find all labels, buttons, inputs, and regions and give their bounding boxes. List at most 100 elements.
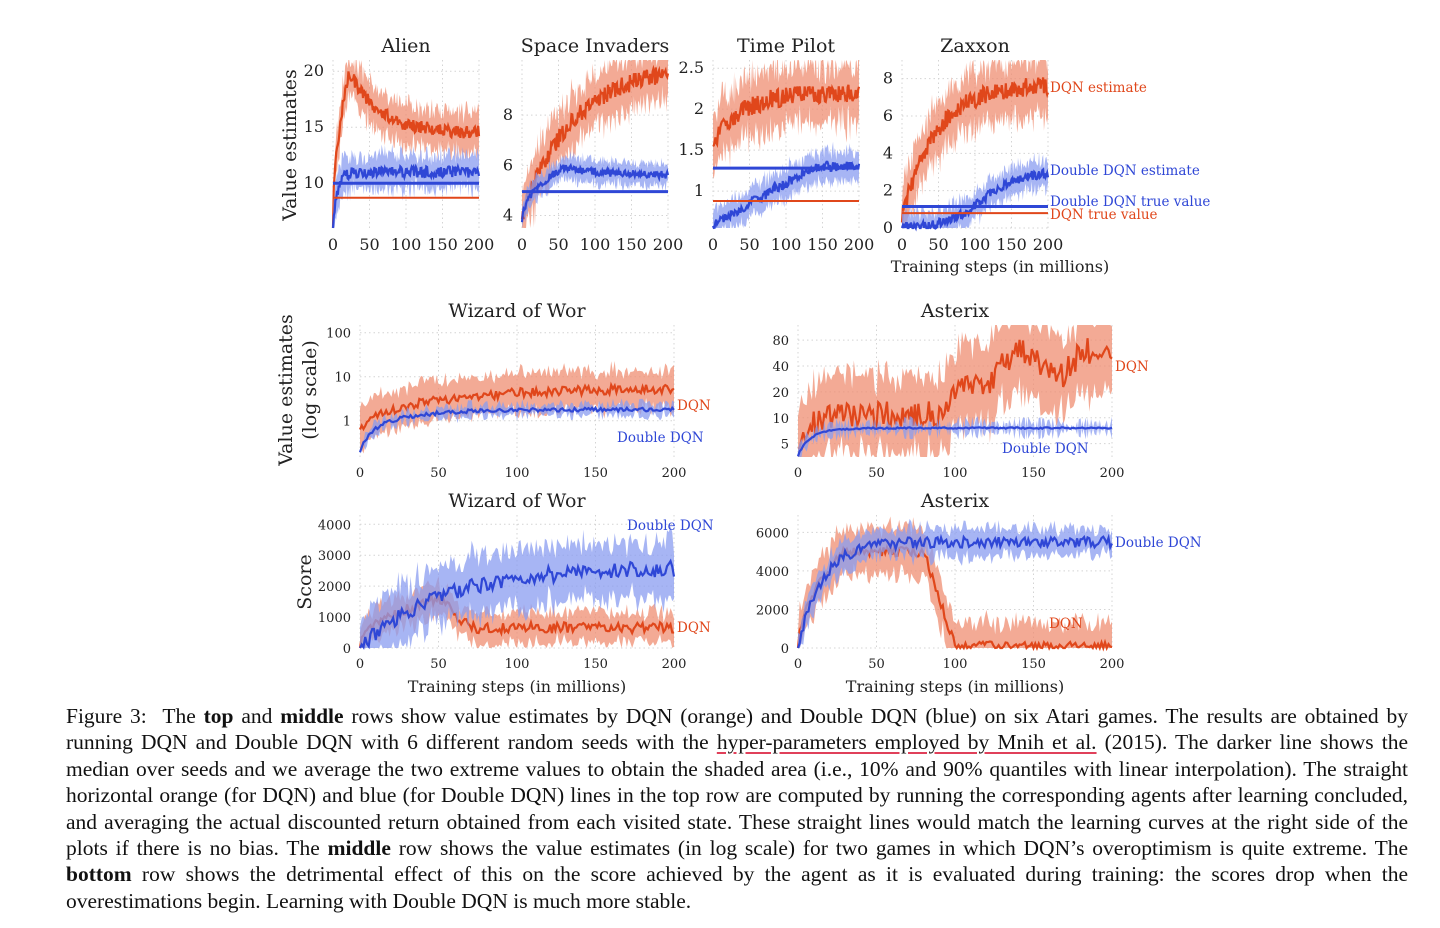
series-dqn [900,77,1050,223]
series-ddqn [900,167,1050,232]
band-ddqn [333,143,479,228]
y-tick-label: 10 [304,173,324,192]
caption-bold-middle: middle [280,704,344,728]
caption-text: row shows the detrimental effect of this… [66,862,1408,913]
y-tick-label: 10 [772,412,789,427]
y-tick-label: 1000 [318,611,351,626]
caption-bold-middle-2: middle [327,836,391,861]
series-label: Double DQN true value [1050,194,1210,210]
chart-title: Time Pilot [737,35,835,57]
chart-asterix_value: Asterix 0 50 100 150 200 5 10 20 40 80 DQN Double DQ… [772,300,1148,481]
band-dqn [522,60,668,228]
x-tick-label: 100 [960,235,991,254]
y-tick-label: 20 [304,61,324,80]
caption-citation-link[interactable]: hyper-parameters employed by Mnih et al. [716,730,1097,755]
series-label: DQN estimate [1050,80,1147,96]
row-label-middle-1: Value estimates [275,314,297,467]
chart-title: Alien [380,35,430,57]
x-tick-label: 200 [662,657,687,672]
series-label: DQN [1049,616,1083,632]
y-tick-label: 4 [883,143,893,162]
y-tick-label: 10 [334,371,351,386]
x-tick-label: 100 [771,235,802,254]
row-label-middle-2: (log scale) [299,340,321,440]
x-tick-label: 0 [517,235,527,254]
y-tick-label: 1.5 [679,140,704,159]
y-tick-label: 0 [883,218,893,237]
x-tick-label: 100 [505,657,530,672]
x-tick-label: 50 [430,466,447,481]
chart-title: Space Invaders [521,35,669,57]
x-tick-label: 100 [943,657,968,672]
x-tick-label: 0 [356,657,364,672]
x-axis-label: Training steps (in millions) [891,257,1109,276]
band-ddqn [798,518,1112,648]
series-ddqn [331,162,481,229]
x-tick-label: 150 [996,235,1027,254]
series-ddqn [796,426,1113,457]
series-dqn [520,64,670,220]
y-tick-label: 2000 [756,603,789,618]
series-dqn [797,338,1113,450]
x-tick-label: 0 [356,466,364,481]
series-label: DQN [1115,359,1149,375]
x-tick-label: 100 [580,235,611,254]
y-tick-label: 0 [343,642,351,657]
band-ddqn [360,526,674,648]
x-tick-label: 150 [807,235,838,254]
x-tick-label: 50 [928,235,948,254]
chart-zaxxon: Zaxxon 0 50 100 150 200 0 2 4 6 8 Training steps (i… [883,35,1211,276]
x-tick-label: 50 [868,466,885,481]
x-tick-label: 150 [1021,657,1046,672]
x-tick-label: 150 [427,235,458,254]
band-ddqn [798,416,1112,457]
chart-space: Space Invaders 0 50 100 150 200 4 6 8 [503,35,683,254]
caption-bold-top: top [203,704,234,728]
x-tick-label: 200 [653,235,684,254]
x-tick-label: 0 [708,235,718,254]
x-tick-label: 100 [943,466,968,481]
series-dqn [358,381,675,432]
x-tick-label: 100 [505,466,530,481]
chart-title: Zaxxon [940,35,1010,57]
y-tick-label: 1 [694,181,704,200]
y-tick-label: 4000 [756,565,789,580]
figure-3: Value estimates Value estimates (log sca… [275,35,1211,696]
y-tick-label: 4000 [318,518,351,533]
x-tick-label: 0 [328,235,338,254]
x-tick-label: 200 [1100,466,1125,481]
x-tick-label: 0 [794,466,802,481]
y-tick-label: 2000 [318,580,351,595]
series-ddqn [711,160,861,230]
caption-text: and [233,704,281,728]
y-tick-label: 6 [883,106,893,125]
x-tick-label: 150 [616,235,647,254]
y-tick-label: 40 [772,360,789,375]
y-tick-label: 5 [781,438,789,453]
y-tick-label: 2 [883,181,893,200]
y-tick-label: 6 [503,155,513,174]
x-tick-label: 50 [548,235,568,254]
chart-timepilot: Time Pilot 0 50 100 150 200 1 1.5 2 2.5 [679,35,875,254]
y-tick-label: 8 [503,105,513,124]
x-tick-label: 0 [897,235,907,254]
caption-text: rows show value estimates by DQN (orange… [66,704,1408,755]
series-label: DQN true value [1050,207,1158,223]
y-tick-label: 6000 [756,526,789,541]
series-label: Double DQN [1002,441,1089,457]
chart-title: Asterix [920,300,990,322]
row-label-bottom: Score [294,554,316,609]
x-tick-label: 200 [844,235,875,254]
x-axis-label: Training steps (in millions) [846,677,1064,696]
series-label: DQN [677,398,711,414]
x-tick-label: 50 [430,657,447,672]
figure-caption: Figure 3: The top and middle rows show v… [66,703,1408,914]
x-tick-label: 200 [464,235,495,254]
y-tick-label: 8 [883,69,893,88]
series-label: Double DQN estimate [1050,163,1200,179]
series-dqn [712,83,861,149]
series-ddqn [358,405,675,453]
caption-text: row shows the value estimates (in log sc… [390,836,1408,861]
